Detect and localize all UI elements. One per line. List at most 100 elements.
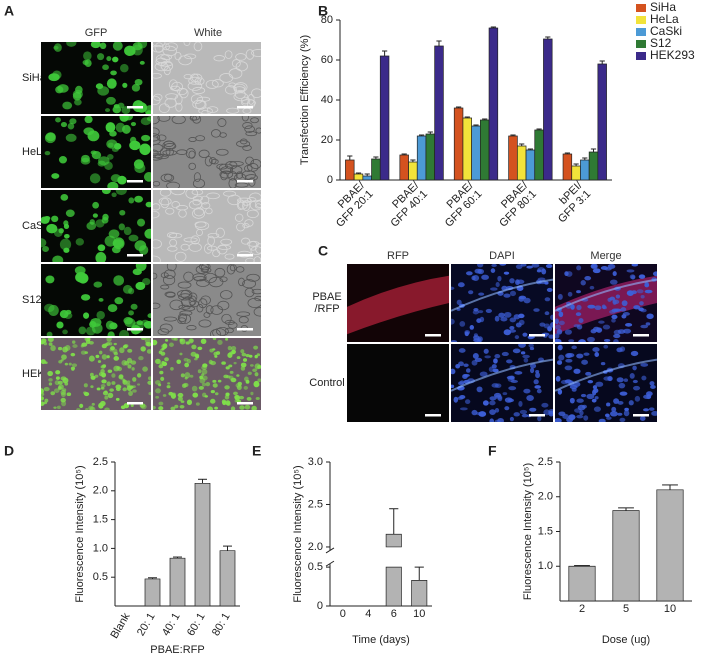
cell bbox=[177, 317, 187, 325]
cell bbox=[155, 388, 161, 394]
cell bbox=[219, 276, 228, 283]
nucleus bbox=[629, 373, 635, 379]
cell bbox=[41, 338, 47, 344]
cell bbox=[163, 269, 176, 280]
cells bbox=[555, 264, 657, 342]
cells bbox=[451, 344, 553, 422]
image-bg bbox=[153, 116, 261, 188]
nucleus bbox=[587, 336, 595, 342]
nucleus bbox=[594, 352, 600, 358]
nucleus bbox=[593, 388, 599, 394]
cell bbox=[127, 348, 133, 353]
cell bbox=[43, 401, 48, 405]
micrograph bbox=[41, 42, 151, 114]
nucleus bbox=[555, 338, 562, 342]
panel-label: A bbox=[4, 3, 14, 19]
nucleus bbox=[514, 370, 523, 375]
cell bbox=[60, 391, 66, 398]
nucleus bbox=[494, 315, 500, 322]
cell bbox=[170, 366, 174, 371]
nucleus bbox=[590, 329, 597, 334]
nucleus bbox=[607, 264, 616, 269]
cell bbox=[60, 121, 68, 128]
cell bbox=[255, 127, 261, 134]
cell bbox=[225, 85, 237, 95]
cell bbox=[171, 392, 176, 396]
nucleus bbox=[594, 396, 599, 400]
cell bbox=[106, 96, 116, 105]
cell bbox=[214, 355, 218, 358]
cell bbox=[250, 159, 261, 170]
cells bbox=[41, 190, 151, 262]
cell bbox=[210, 398, 216, 404]
cells bbox=[555, 344, 657, 422]
cell bbox=[115, 397, 120, 401]
cell bbox=[56, 321, 64, 329]
cell bbox=[112, 42, 123, 51]
nucleus bbox=[518, 344, 526, 348]
tissue-edge bbox=[555, 358, 657, 392]
cell bbox=[219, 132, 227, 138]
cell bbox=[251, 88, 261, 99]
cell bbox=[225, 400, 231, 406]
nucleus bbox=[650, 385, 656, 389]
cell bbox=[254, 203, 261, 209]
bar bbox=[144, 578, 161, 607]
nucleus bbox=[471, 409, 478, 416]
cell bbox=[184, 372, 191, 379]
cell bbox=[145, 341, 150, 346]
cell bbox=[185, 147, 196, 159]
nucleus bbox=[513, 412, 520, 417]
bar bbox=[425, 133, 436, 181]
cell bbox=[250, 246, 261, 255]
nucleus bbox=[640, 308, 647, 313]
cell bbox=[142, 277, 151, 286]
cell bbox=[249, 192, 261, 203]
nucleus bbox=[543, 323, 551, 329]
cell bbox=[107, 304, 118, 313]
cell bbox=[56, 405, 61, 410]
cell bbox=[112, 56, 119, 63]
nucleus bbox=[497, 275, 502, 282]
cell bbox=[242, 358, 248, 362]
error-bar bbox=[490, 26, 497, 28]
bar bbox=[568, 565, 596, 602]
cell bbox=[247, 93, 255, 105]
nucleus bbox=[523, 388, 531, 394]
cell bbox=[89, 173, 101, 184]
cell bbox=[113, 275, 125, 286]
cell bbox=[153, 339, 158, 346]
cell bbox=[89, 219, 95, 225]
cell bbox=[95, 219, 105, 228]
cell bbox=[47, 370, 54, 377]
nucleus bbox=[593, 406, 601, 412]
scale-bar bbox=[529, 414, 545, 417]
cell bbox=[101, 372, 106, 377]
cell bbox=[57, 380, 63, 385]
cell bbox=[101, 379, 107, 384]
cell bbox=[131, 367, 135, 371]
cell bbox=[180, 243, 190, 251]
nucleus bbox=[566, 352, 575, 358]
cell bbox=[57, 386, 62, 390]
cell bbox=[240, 362, 247, 368]
scale-bar bbox=[127, 402, 143, 405]
cell bbox=[225, 161, 238, 170]
nucleus bbox=[472, 309, 479, 315]
micrograph bbox=[153, 116, 261, 188]
nucleus bbox=[560, 379, 569, 385]
cell bbox=[65, 133, 77, 142]
error-bar bbox=[574, 565, 590, 567]
error-bar bbox=[410, 159, 416, 162]
cell bbox=[119, 209, 126, 216]
nucleus bbox=[603, 344, 609, 349]
nucleus bbox=[634, 395, 641, 402]
nucleus bbox=[573, 368, 581, 374]
nucleus bbox=[620, 307, 627, 312]
cell bbox=[90, 42, 101, 49]
cells bbox=[153, 190, 261, 262]
nucleus bbox=[523, 357, 529, 363]
cell bbox=[126, 382, 131, 387]
bar bbox=[345, 159, 355, 181]
cell bbox=[244, 164, 253, 172]
